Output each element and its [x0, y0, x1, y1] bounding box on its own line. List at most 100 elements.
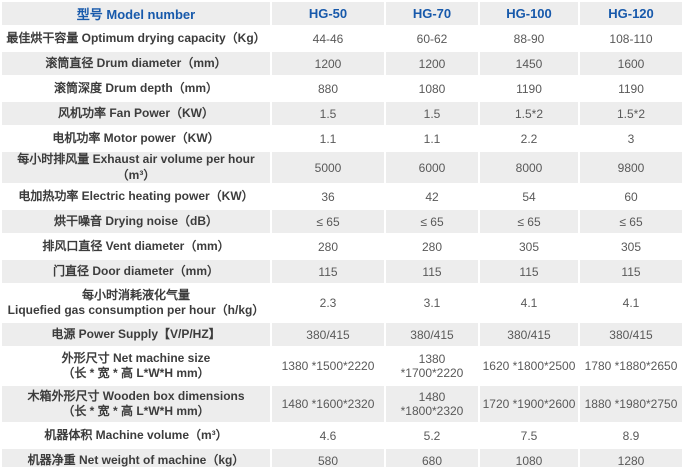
row-label: 滚筒深度 Drum depth（mm） — [2, 77, 270, 100]
cell-value: 1720 *1900*2600 — [480, 386, 578, 423]
row-label: 木箱外形尺寸 Wooden box dimensions （长 * 宽 * 高 … — [2, 386, 270, 423]
cell-value: 88-90 — [480, 27, 578, 50]
row-label: 电机功率 Motor power（KW） — [2, 127, 270, 150]
row-label: 烘干噪音 Drying noise（dB） — [2, 210, 270, 234]
cell-value: 5.2 — [386, 424, 478, 448]
cell-value: 1480 *1800*2320 — [386, 386, 478, 423]
cell-value: 3 — [580, 127, 682, 150]
cell-value: 36 — [272, 185, 384, 209]
cell-value: 1200 — [386, 52, 478, 75]
cell-value: 8.9 — [580, 424, 682, 448]
cell-value: 680 — [386, 449, 478, 467]
cell-value: 7.5 — [480, 424, 578, 448]
cell-value: 6000 — [386, 152, 478, 184]
cell-value: 1380 *1500*2220 — [272, 348, 384, 385]
row-label: 机器体积 Machine volume（m³） — [2, 424, 270, 448]
row-label: 最佳烘干容量 Optimum drying capacity（Kg） — [2, 27, 270, 50]
table-row-door-diameter: 门直径 Door diameter（mm） 115 115 115 115 — [2, 260, 682, 284]
table-row-drying-capacity: 最佳烘干容量 Optimum drying capacity（Kg） 44-46… — [2, 27, 682, 50]
table-row-motor-power: 电机功率 Motor power（KW） 1.1 1.1 2.2 3 — [2, 127, 682, 150]
cell-value: ≤ 65 — [386, 210, 478, 234]
cell-value: 1450 — [480, 52, 578, 75]
cell-value: ≤ 65 — [480, 210, 578, 234]
cell-value: 1.1 — [272, 127, 384, 150]
cell-value: 1.1 — [386, 127, 478, 150]
cell-value: 9800 — [580, 152, 682, 184]
model-column-header-hg50: HG-50 — [272, 2, 384, 25]
cell-value: ≤ 65 — [272, 210, 384, 234]
cell-value: 1.5*2 — [480, 102, 578, 125]
cell-value: 380/415 — [272, 323, 384, 347]
cell-value: 305 — [480, 235, 578, 259]
cell-value: 380/415 — [386, 323, 478, 347]
cell-value: 8000 — [480, 152, 578, 184]
table-row-gas-consumption: 每小时消耗液化气量 Liquefied gas consumption per … — [2, 285, 682, 322]
cell-value: 5000 — [272, 152, 384, 184]
cell-value: 580 — [272, 449, 384, 467]
cell-value: 380/415 — [580, 323, 682, 347]
table-row-drum-depth: 滚筒深度 Drum depth（mm） 880 1080 1190 1190 — [2, 77, 682, 100]
cell-value: 3.1 — [386, 285, 478, 322]
cell-value: 54 — [480, 185, 578, 209]
table-row-exhaust-air-volume: 每小时排风量 Exhaust air volume per hour（m³） 5… — [2, 152, 682, 184]
cell-value: 280 — [386, 235, 478, 259]
cell-value: 1380 *1700*2220 — [386, 348, 478, 385]
row-label: 排风口直径 Vent diameter（mm） — [2, 235, 270, 259]
table-row-drum-diameter: 滚筒直径 Drum diameter（mm） 1200 1200 1450 16… — [2, 52, 682, 75]
table-row-machine-volume: 机器体积 Machine volume（m³） 4.6 5.2 7.5 8.9 — [2, 424, 682, 448]
cell-value: 60 — [580, 185, 682, 209]
cell-value: 1880 *1980*2750 — [580, 386, 682, 423]
cell-value: 2.3 — [272, 285, 384, 322]
cell-value: 4.1 — [480, 285, 578, 322]
cell-value: 2.2 — [480, 127, 578, 150]
cell-value: 1780 *1880*2650 — [580, 348, 682, 385]
cell-value: 1.5 — [272, 102, 384, 125]
model-number-header: 型号 Model number — [2, 2, 270, 25]
cell-value: 115 — [480, 260, 578, 284]
cell-value: 115 — [272, 260, 384, 284]
cell-value: 60-62 — [386, 27, 478, 50]
row-label: 电加热功率 Electric heating power（KW） — [2, 185, 270, 209]
table-row-vent-diameter: 排风口直径 Vent diameter（mm） 280 280 305 305 — [2, 235, 682, 259]
row-label: 每小时消耗液化气量 Liquefied gas consumption per … — [2, 285, 270, 322]
cell-value: 115 — [386, 260, 478, 284]
table-row-drying-noise: 烘干噪音 Drying noise（dB） ≤ 65 ≤ 65 ≤ 65 ≤ 6… — [2, 210, 682, 234]
model-column-header-hg120: HG-120 — [580, 2, 682, 25]
row-label: 每小时排风量 Exhaust air volume per hour（m³） — [2, 152, 270, 184]
table-row-power-supply: 电源 Power Supply【V/P/HZ】 380/415 380/415 … — [2, 323, 682, 347]
model-column-header-hg70: HG-70 — [386, 2, 478, 25]
cell-value: 115 — [580, 260, 682, 284]
cell-value: 1080 — [480, 449, 578, 467]
cell-value: 1190 — [580, 77, 682, 100]
cell-value: 1190 — [480, 77, 578, 100]
cell-value: 108-110 — [580, 27, 682, 50]
row-label: 外形尺寸 Net machine size （长 * 宽 * 高 L*W*H m… — [2, 348, 270, 385]
cell-value: 380/415 — [480, 323, 578, 347]
cell-value: 1080 — [386, 77, 478, 100]
table-row-wooden-box-dimensions: 木箱外形尺寸 Wooden box dimensions （长 * 宽 * 高 … — [2, 386, 682, 423]
cell-value: 1200 — [272, 52, 384, 75]
table-row-fan-power: 风机功率 Fan Power（KW） 1.5 1.5 1.5*2 1.5*2 — [2, 102, 682, 125]
cell-value: 4.6 — [272, 424, 384, 448]
cell-value: ≤ 65 — [580, 210, 682, 234]
table-row-electric-heating-power: 电加热功率 Electric heating power（KW） 36 42 5… — [2, 185, 682, 209]
cell-value: 305 — [580, 235, 682, 259]
cell-value: 1.5*2 — [580, 102, 682, 125]
table-row-net-weight: 机器净重 Net weight of machine（kg） 580 680 1… — [2, 449, 682, 467]
cell-value: 44-46 — [272, 27, 384, 50]
table-row-net-machine-size: 外形尺寸 Net machine size （长 * 宽 * 高 L*W*H m… — [2, 348, 682, 385]
cell-value: 4.1 — [580, 285, 682, 322]
cell-value: 1620 *1800*2500 — [480, 348, 578, 385]
header-row: 型号 Model number HG-50 HG-70 HG-100 HG-12… — [2, 2, 682, 25]
cell-value: 280 — [272, 235, 384, 259]
cell-value: 1600 — [580, 52, 682, 75]
cell-value: 880 — [272, 77, 384, 100]
model-column-header-hg100: HG-100 — [480, 2, 578, 25]
row-label: 滚筒直径 Drum diameter（mm） — [2, 52, 270, 75]
row-label: 风机功率 Fan Power（KW） — [2, 102, 270, 125]
row-label: 机器净重 Net weight of machine（kg） — [2, 449, 270, 467]
cell-value: 42 — [386, 185, 478, 209]
cell-value: 1480 *1600*2320 — [272, 386, 384, 423]
